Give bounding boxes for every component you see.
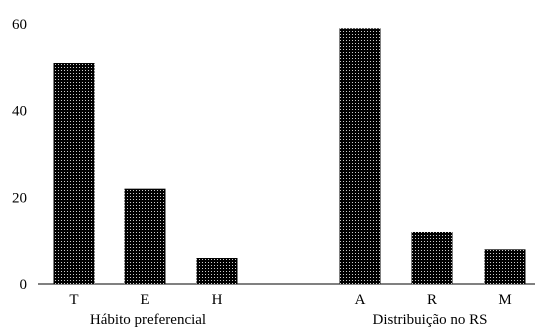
group-labels: Hábito preferencial Distribuição no RS <box>90 312 488 327</box>
category-label: T <box>69 292 78 308</box>
bar-a <box>339 28 381 285</box>
y-tick-label: 0 <box>20 277 28 293</box>
bars <box>53 28 526 285</box>
y-tick-label: 20 <box>12 190 27 206</box>
category-label: R <box>427 292 437 308</box>
bar-h <box>196 258 238 284</box>
group-label: Distribuição no RS <box>373 312 488 327</box>
bar-t <box>53 63 95 284</box>
category-label: A <box>355 292 366 308</box>
y-axis: 0 20 40 60 <box>12 17 27 293</box>
category-label: M <box>498 292 511 308</box>
bar-e <box>124 188 166 284</box>
bar-r <box>411 232 453 284</box>
category-label: H <box>212 292 223 308</box>
y-tick-label: 60 <box>12 17 27 33</box>
group-label: Hábito preferencial <box>90 312 206 327</box>
y-tick-label: 40 <box>12 104 27 120</box>
bar-m <box>484 249 526 284</box>
category-label: E <box>140 292 149 308</box>
